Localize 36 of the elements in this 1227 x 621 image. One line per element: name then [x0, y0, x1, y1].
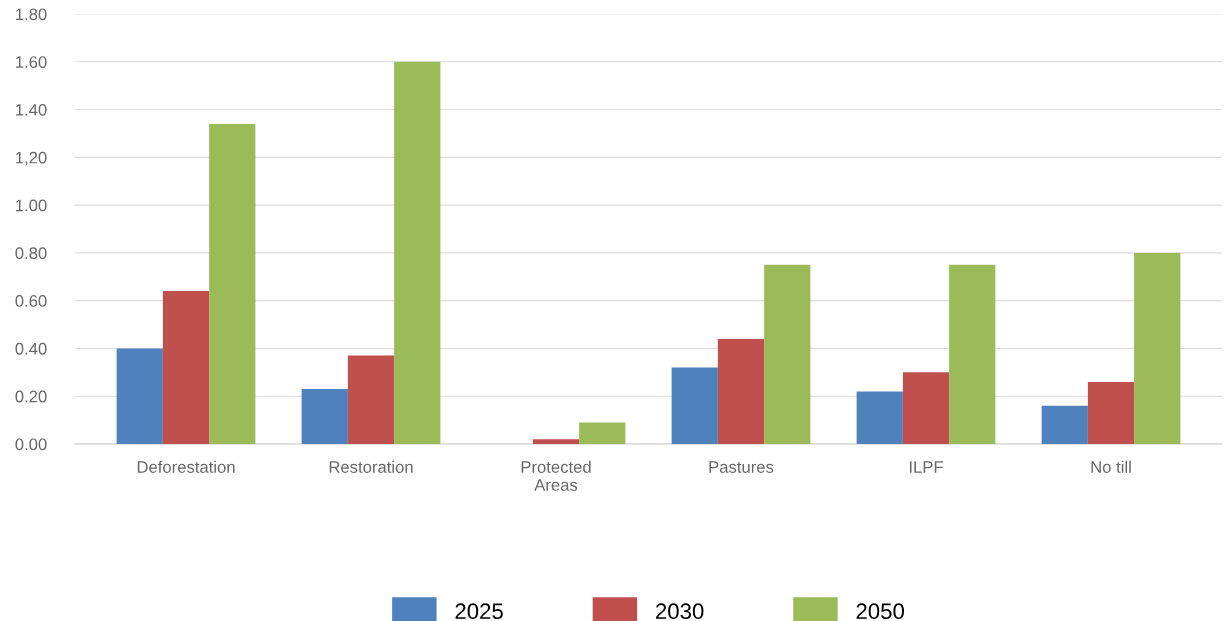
- bar: [394, 61, 441, 444]
- x-tick-label: ILPF: [909, 461, 943, 473]
- x-tick-label: Pastures: [709, 461, 774, 473]
- bar: [764, 264, 811, 444]
- bar: [902, 372, 950, 444]
- y-tick-label: 0.20: [15, 390, 47, 403]
- bar: [717, 338, 765, 444]
- x-tick-label: Deforestation: [137, 460, 235, 473]
- y-tick-label: 0.40: [15, 342, 47, 355]
- legend-label: 2030: [656, 603, 704, 620]
- bar: [116, 348, 163, 444]
- bar: [671, 367, 718, 444]
- legend-label: 2025: [455, 603, 503, 620]
- legend-label: 2050: [856, 603, 904, 620]
- bar: [856, 391, 903, 444]
- bar: [579, 422, 626, 444]
- bar: [532, 439, 580, 444]
- x-tick-label: Protected Areas: [521, 460, 591, 491]
- bar: [1134, 252, 1181, 444]
- y-tick-label: 0.00: [15, 438, 47, 451]
- y-tick-label: 1.40: [16, 103, 47, 116]
- bar: [301, 389, 348, 444]
- bar: [1087, 381, 1135, 444]
- x-tick-label: No till: [1091, 460, 1131, 473]
- y-tick-label: 0.60: [15, 295, 47, 307]
- bar: [162, 291, 210, 444]
- y-tick-label: 1,20: [16, 151, 47, 166]
- bar: [347, 355, 395, 444]
- y-tick-label: 0.80: [15, 247, 47, 260]
- y-tick-label: 1.80: [16, 8, 47, 21]
- bar: [1041, 405, 1088, 444]
- y-tick-label: 1.60: [16, 56, 47, 68]
- x-tick-label: Restoration: [329, 460, 413, 473]
- y-tick-label: 1.00: [16, 199, 47, 212]
- bar: [209, 123, 256, 444]
- bar: [949, 264, 996, 444]
